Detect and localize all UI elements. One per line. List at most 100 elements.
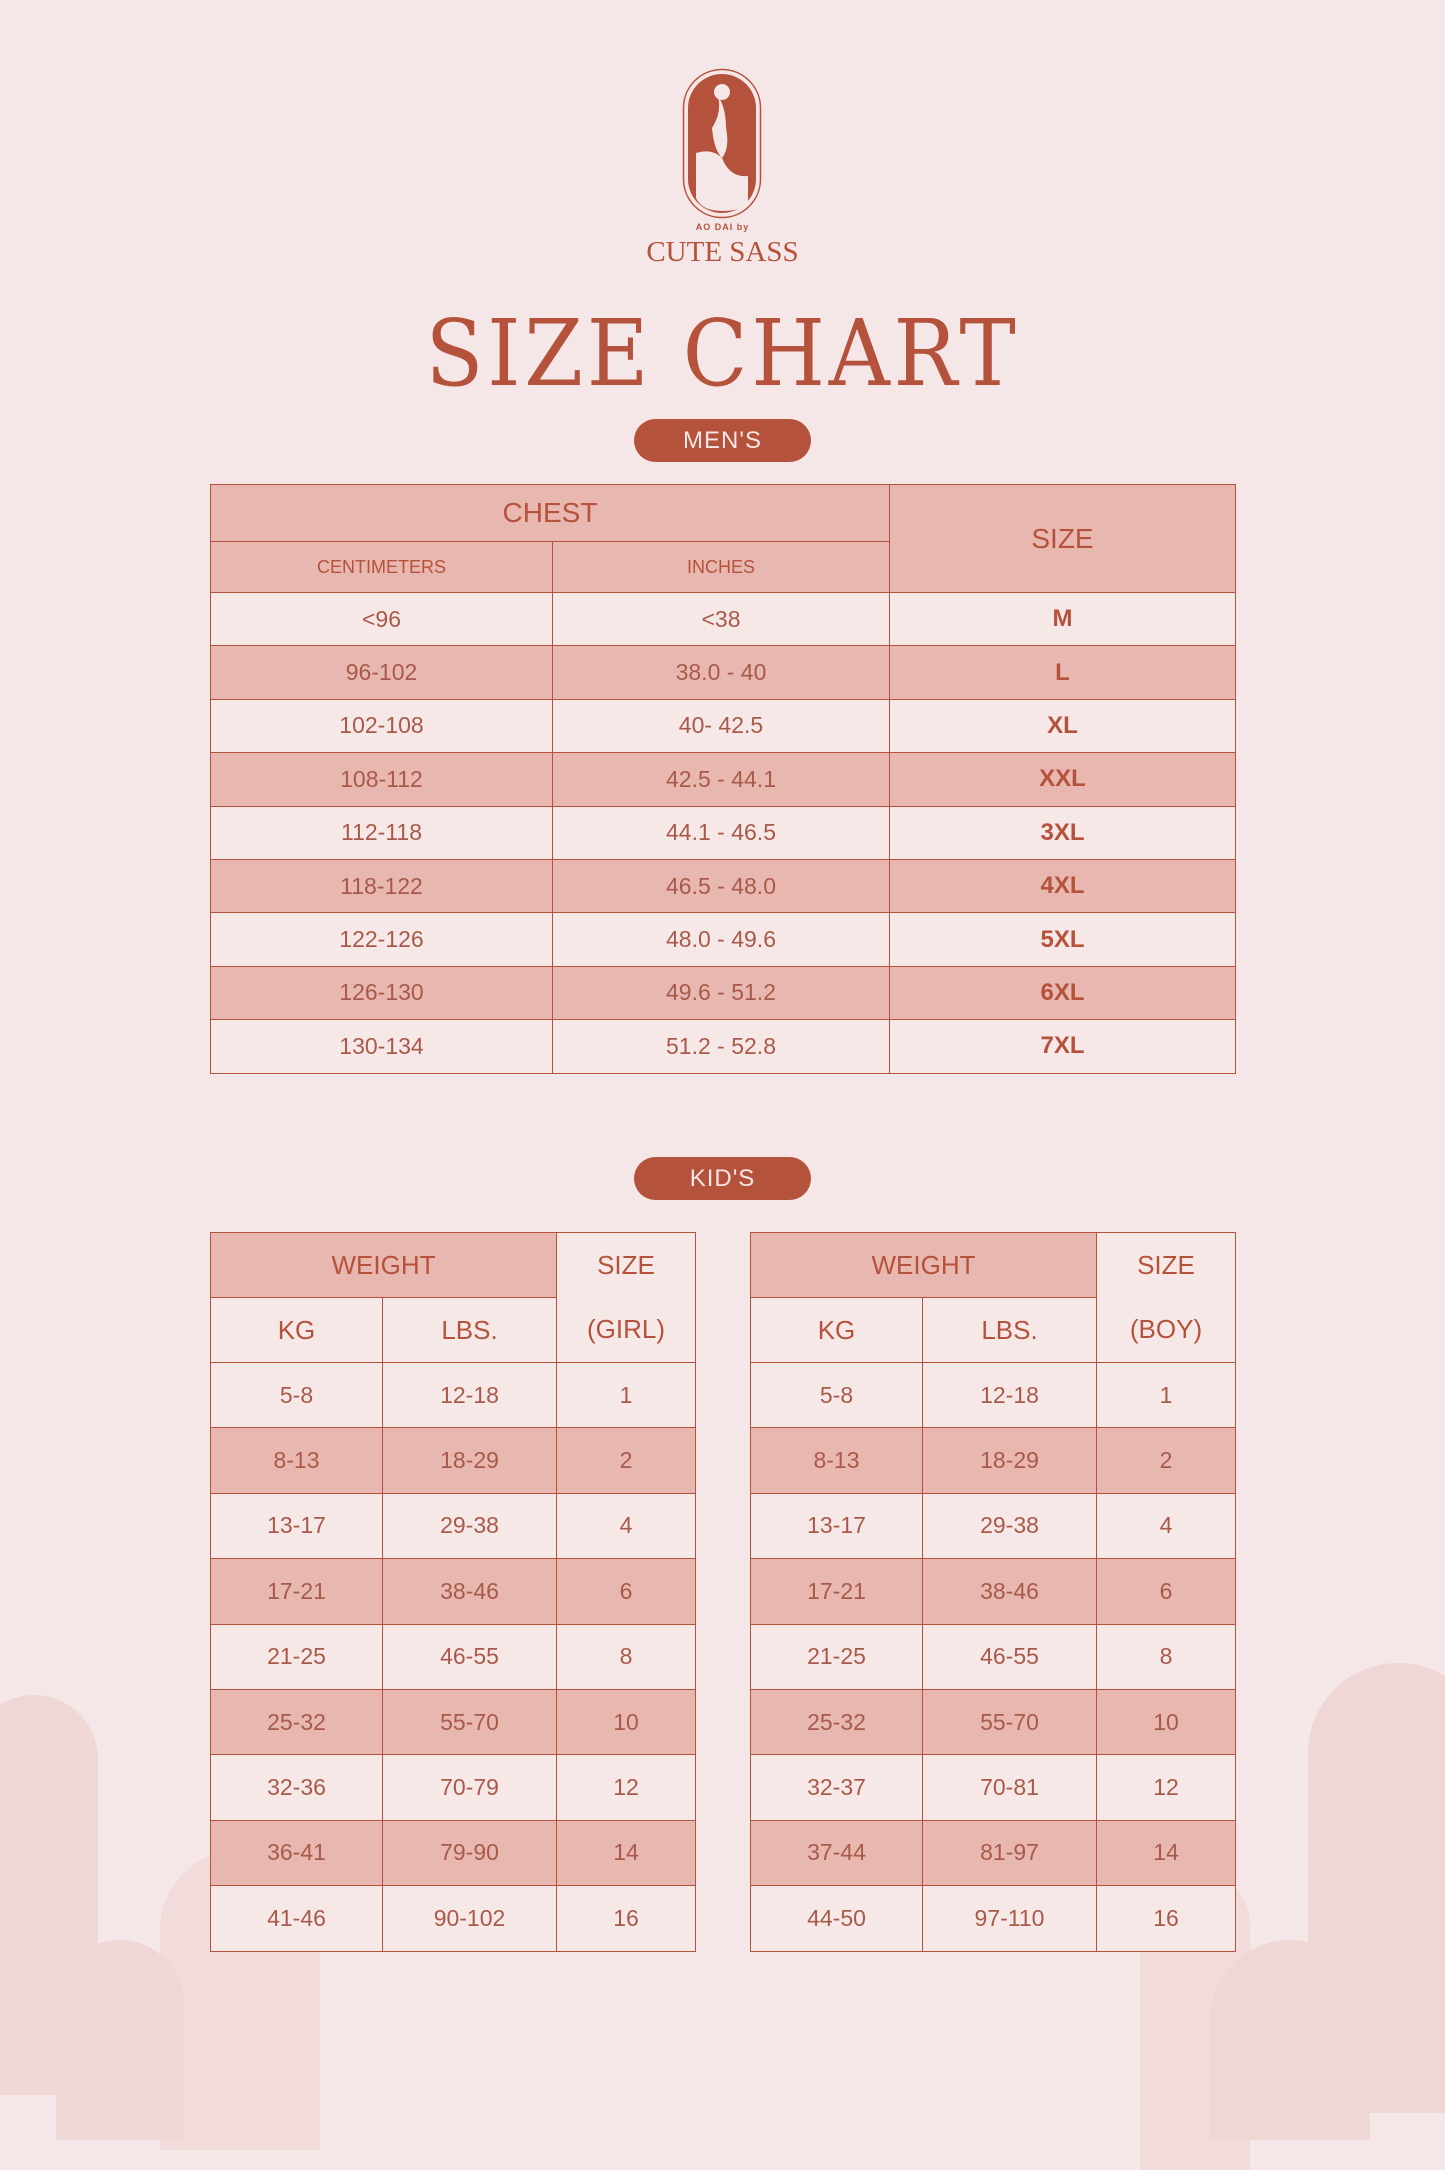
kg-cell: 32-36 — [210, 1754, 383, 1821]
table-row: 5-8 12-18 1 — [750, 1361, 1236, 1429]
table-row: 32-37 70-81 12 — [750, 1754, 1236, 1821]
kg-cell: 8-13 — [210, 1427, 383, 1494]
lbs-header: LBS. — [922, 1297, 1097, 1363]
table-row: 5-8 12-18 1 — [210, 1361, 696, 1429]
inches-cell: 49.6 - 51.2 — [552, 965, 890, 1021]
size-cell: XXL — [889, 752, 1236, 807]
table-row: 108-112 42.5 - 44.1 XXL — [210, 752, 1236, 807]
size-cell: 14 — [1096, 1819, 1236, 1887]
cm-cell: 126-130 — [210, 965, 553, 1021]
kg-cell: 8-13 — [750, 1427, 923, 1494]
boy-size-table: WEIGHT SIZE KG LBS. (BOY) 5-8 12-18 1 8-13 1… — [750, 1232, 1236, 1952]
size-cell: L — [889, 645, 1236, 700]
table-row: 41-46 90-102 16 — [210, 1885, 696, 1952]
centimeters-header: CENTIMETERS — [210, 541, 553, 593]
table-row: 25-32 55-70 10 — [210, 1688, 696, 1756]
brand-tagline: AO DAI by — [695, 222, 750, 232]
table-row: 17-21 38-46 6 — [750, 1558, 1236, 1625]
kg-cell: 17-21 — [210, 1558, 383, 1625]
lbs-cell: 70-79 — [382, 1754, 557, 1821]
girl-size-table: WEIGHT SIZE KG LBS. (GIRL) 5-8 12-18 1 8-13… — [210, 1232, 696, 1952]
cm-cell: 108-112 — [210, 752, 553, 807]
size-cell: 1 — [556, 1361, 696, 1429]
cm-cell: 122-126 — [210, 912, 553, 967]
size-cell: 14 — [556, 1819, 696, 1887]
lbs-cell: 97-110 — [922, 1885, 1097, 1952]
size-cell: 7XL — [889, 1019, 1236, 1074]
size-cell: 2 — [556, 1427, 696, 1494]
table-row: 25-32 55-70 10 — [750, 1688, 1236, 1756]
lbs-cell: 18-29 — [382, 1427, 557, 1494]
size-header: SIZE — [889, 484, 1236, 593]
kg-cell: 32-37 — [750, 1754, 923, 1821]
lbs-cell: 90-102 — [382, 1885, 557, 1952]
weight-header: WEIGHT — [750, 1232, 1097, 1298]
table-row: 96-102 38.0 - 40 L — [210, 645, 1236, 700]
lbs-cell: 12-18 — [382, 1361, 557, 1429]
size-cell: 4 — [1096, 1492, 1236, 1560]
cm-cell: 130-134 — [210, 1019, 553, 1074]
kg-cell: 25-32 — [750, 1688, 923, 1756]
table-row: 126-130 49.6 - 51.2 6XL — [210, 965, 1236, 1021]
inches-header: INCHES — [552, 541, 890, 593]
size-cell: 10 — [1096, 1688, 1236, 1756]
inches-cell: <38 — [552, 591, 890, 647]
inches-cell: 38.0 - 40 — [552, 645, 890, 700]
table-row: <96 <38 M — [210, 591, 1236, 647]
inches-cell: 42.5 - 44.1 — [552, 752, 890, 807]
table-row: 21-25 46-55 8 — [210, 1623, 696, 1690]
kg-cell: 17-21 — [750, 1558, 923, 1625]
inches-cell: 48.0 - 49.6 — [552, 912, 890, 967]
kg-header: KG — [750, 1297, 923, 1363]
decor-arch — [56, 1940, 184, 2140]
lbs-cell: 12-18 — [922, 1361, 1097, 1429]
cm-cell: 118-122 — [210, 858, 553, 914]
table-row: 102-108 40- 42.5 XL — [210, 698, 1236, 754]
lbs-cell: 18-29 — [922, 1427, 1097, 1494]
table-row: 8-13 18-29 2 — [750, 1427, 1236, 1494]
inches-cell: 40- 42.5 — [552, 698, 890, 754]
table-row: 21-25 46-55 8 — [750, 1623, 1236, 1690]
lbs-cell: 46-55 — [382, 1623, 557, 1690]
size-cell: 5XL — [889, 912, 1236, 967]
decor-arch — [1210, 1940, 1370, 2140]
cm-cell: <96 — [210, 591, 553, 647]
size-cell: 10 — [556, 1688, 696, 1756]
kg-cell: 37-44 — [750, 1819, 923, 1887]
table-row: 37-44 81-97 14 — [750, 1819, 1236, 1887]
size-cell: 4XL — [889, 858, 1236, 914]
size-cell: XL — [889, 698, 1236, 754]
lbs-cell: 79-90 — [382, 1819, 557, 1887]
inches-cell: 51.2 - 52.8 — [552, 1019, 890, 1074]
girl-header: (GIRL) — [556, 1297, 696, 1363]
kids-section-label: KID'S — [634, 1157, 811, 1200]
kg-cell: 25-32 — [210, 1688, 383, 1756]
kg-cell: 21-25 — [210, 1623, 383, 1690]
size-cell: 6 — [1096, 1558, 1236, 1625]
cm-cell: 102-108 — [210, 698, 553, 754]
table-row: 17-21 38-46 6 — [210, 1558, 696, 1625]
size-cell: 12 — [1096, 1754, 1236, 1821]
weight-header: WEIGHT — [210, 1232, 557, 1298]
kg-cell: 21-25 — [750, 1623, 923, 1690]
kg-cell: 41-46 — [210, 1885, 383, 1952]
table-row: 13-17 29-38 4 — [750, 1492, 1236, 1560]
size-cell: 8 — [556, 1623, 696, 1690]
lbs-header: LBS. — [382, 1297, 557, 1363]
lbs-cell: 29-38 — [922, 1492, 1097, 1560]
size-cell: M — [889, 591, 1236, 647]
size-cell: 16 — [1096, 1885, 1236, 1952]
table-row: 13-17 29-38 4 — [210, 1492, 696, 1560]
lbs-cell: 38-46 — [922, 1558, 1097, 1625]
table-row: 122-126 48.0 - 49.6 5XL — [210, 912, 1236, 967]
size-cell: 16 — [556, 1885, 696, 1952]
kg-cell: 5-8 — [750, 1361, 923, 1429]
kg-cell: 44-50 — [750, 1885, 923, 1952]
kg-cell: 13-17 — [210, 1492, 383, 1560]
chest-header: CHEST — [210, 484, 890, 542]
inches-cell: 44.1 - 46.5 — [552, 805, 890, 860]
lbs-cell: 70-81 — [922, 1754, 1097, 1821]
lbs-cell: 46-55 — [922, 1623, 1097, 1690]
inches-cell: 46.5 - 48.0 — [552, 858, 890, 914]
lbs-cell: 38-46 — [382, 1558, 557, 1625]
